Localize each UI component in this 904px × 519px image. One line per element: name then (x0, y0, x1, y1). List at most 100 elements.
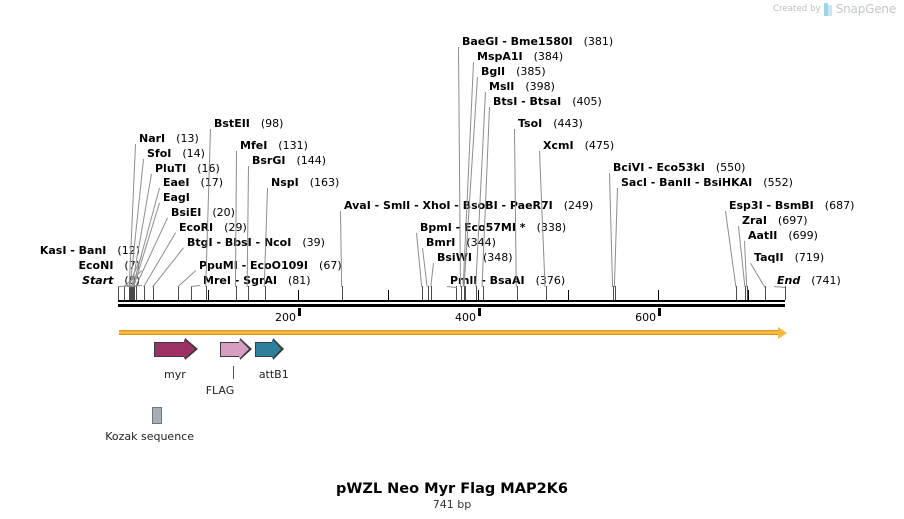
enzyme-cut-tick[interactable] (235, 286, 237, 300)
enzyme-cut-tick[interactable] (427, 286, 429, 300)
enzyme-cut-tick[interactable] (613, 286, 615, 300)
enzyme-label[interactable]: AatII (699) (748, 230, 818, 241)
enzyme-cut-tick[interactable] (206, 286, 208, 300)
ruler-tick (748, 290, 750, 300)
leader-line (725, 211, 737, 288)
enzyme-cut-tick[interactable] (464, 286, 466, 300)
feature-arrow-head (184, 339, 196, 360)
enzyme-cut-tick[interactable] (747, 286, 749, 300)
enzyme-name: BtgI - BbsI - NcoI (187, 236, 292, 249)
enzyme-name: BstEII (214, 117, 250, 130)
enzyme-name: NspI (271, 176, 299, 189)
enzyme-name: ZraI (742, 214, 767, 227)
enzyme-label[interactable]: TsoI (443) (518, 118, 583, 129)
enzyme-cut-tick[interactable] (118, 286, 119, 300)
leader-line (539, 151, 546, 288)
feature-attB1[interactable] (254, 338, 285, 361)
enzyme-label[interactable]: MspA1I (384) (477, 51, 563, 62)
enzyme-label[interactable]: BaeGI - Bme1580I (381) (462, 36, 613, 47)
leader-line (609, 173, 614, 288)
enzyme-label[interactable]: Esp3I - BsmBI (687) (729, 200, 854, 211)
enzyme-cut-tick[interactable] (422, 286, 424, 300)
enzyme-position: (344) (455, 236, 496, 249)
enzyme-label[interactable]: EagI (163, 192, 190, 203)
enzyme-label[interactable]: MslI (398) (489, 81, 555, 92)
feature-arrow-body (154, 342, 186, 357)
enzyme-cut-tick[interactable] (745, 286, 747, 300)
ruler-tick (388, 290, 390, 300)
enzyme-label[interactable]: EcoRI (29) (179, 222, 247, 233)
enzyme-cut-tick[interactable] (545, 286, 547, 300)
enzyme-label[interactable]: EaeI (17) (163, 177, 223, 188)
enzyme-cut-tick[interactable] (134, 286, 136, 300)
enzyme-label[interactable]: NspI (163) (271, 177, 339, 188)
enzyme-cut-tick[interactable] (264, 286, 266, 300)
enzyme-label[interactable]: BsiEI (20) (171, 207, 235, 218)
enzyme-label[interactable]: MfeI (131) (240, 140, 308, 151)
enzyme-cut-tick[interactable] (133, 286, 135, 300)
enzyme-position: (98) (249, 117, 284, 130)
feature-kozak-sequence[interactable] (152, 407, 163, 424)
enzyme-cut-tick[interactable] (247, 286, 249, 300)
enzyme-cut-tick[interactable] (476, 286, 478, 300)
enzyme-cut-tick[interactable] (136, 286, 137, 300)
enzyme-label[interactable]: NarI (13) (139, 133, 199, 144)
enzyme-cut-tick[interactable] (456, 286, 458, 300)
enzyme-cut-tick[interactable] (516, 286, 518, 300)
enzyme-position: (13) (165, 132, 199, 145)
enzyme-position: (550) (704, 161, 746, 174)
enzyme-label[interactable]: MreI - SgrAI (81) (203, 275, 311, 286)
enzyme-label[interactable]: End (741) (777, 275, 841, 286)
enzyme-cut-tick[interactable] (153, 286, 155, 300)
enzyme-cut-tick[interactable] (178, 286, 180, 300)
enzyme-cut-tick[interactable] (482, 286, 484, 300)
enzyme-name: AatII (748, 229, 778, 242)
feature-myr[interactable] (154, 338, 199, 361)
enzyme-label[interactable]: BciVI - Eco53kI (550) (613, 162, 745, 173)
enzyme-position: (14) (171, 147, 205, 160)
enzyme-label[interactable]: ZraI (697) (742, 215, 808, 226)
enzyme-cut-tick[interactable] (190, 286, 192, 300)
enzyme-label[interactable]: BtsI - BtsaI (405) (493, 96, 602, 107)
enzyme-label[interactable]: SacI - BanII - BsiHKAI (552) (621, 177, 793, 188)
enzyme-label[interactable]: PluTI (16) (155, 163, 220, 174)
enzyme-label[interactable]: BmrI (344) (426, 237, 496, 248)
enzyme-cut-tick[interactable] (463, 286, 465, 300)
enzyme-label[interactable]: BpmI - Eco57MI * (338) (420, 222, 566, 233)
enzyme-cut-tick[interactable] (342, 286, 344, 300)
enzyme-cut-tick[interactable] (785, 286, 786, 300)
enzyme-cut-tick[interactable] (132, 286, 134, 300)
leader-line (190, 285, 200, 287)
full-length-orf-arrow[interactable] (118, 330, 778, 335)
enzyme-label[interactable]: PmlI - BsaAI (376) (450, 275, 565, 286)
enzyme-label[interactable]: BglI (385) (481, 66, 546, 77)
enzyme-cut-tick[interactable] (736, 286, 738, 300)
backbone-line-upper (118, 300, 785, 302)
enzyme-label[interactable]: TaqII (719) (754, 252, 824, 263)
enzyme-name: BpmI - Eco57MI * (420, 221, 526, 234)
enzyme-label[interactable]: SfoI (14) (147, 148, 205, 159)
enzyme-cut-tick[interactable] (130, 286, 132, 300)
snapgene-brand: SnapGene (835, 2, 896, 16)
enzyme-cut-tick[interactable] (129, 286, 131, 300)
enzyme-cut-tick[interactable] (144, 286, 146, 300)
enzyme-label[interactable]: AvaI - SmlI - XhoI - BsoBI - PaeR7I (249… (344, 200, 593, 211)
enzyme-cut-tick[interactable] (431, 286, 433, 300)
enzyme-cut-tick[interactable] (460, 286, 462, 300)
enzyme-label[interactable]: BtgI - BbsI - NcoI (39) (187, 237, 325, 248)
enzyme-cut-tick[interactable] (128, 286, 130, 300)
enzyme-cut-tick[interactable] (614, 286, 616, 300)
enzyme-label[interactable]: XcmI (475) (543, 140, 614, 151)
enzyme-cut-tick[interactable] (124, 286, 126, 300)
feature-FLAG[interactable] (219, 338, 252, 361)
enzyme-label[interactable]: BsiWI (348) (437, 252, 513, 263)
enzyme-label[interactable]: BsrGI (144) (252, 155, 326, 166)
enzyme-label[interactable]: PpuMI - EcoO109I (67) (199, 260, 342, 271)
leader-line (416, 233, 423, 288)
enzyme-name: BaeGI - Bme1580I (462, 35, 573, 48)
ruler-tick-label: 400 (455, 311, 477, 324)
enzyme-label[interactable]: BstEII (98) (214, 118, 283, 129)
enzyme-name: TsoI (518, 117, 543, 130)
enzyme-label[interactable]: KasI - BanI (12) (40, 245, 140, 256)
enzyme-cut-tick[interactable] (765, 286, 767, 300)
